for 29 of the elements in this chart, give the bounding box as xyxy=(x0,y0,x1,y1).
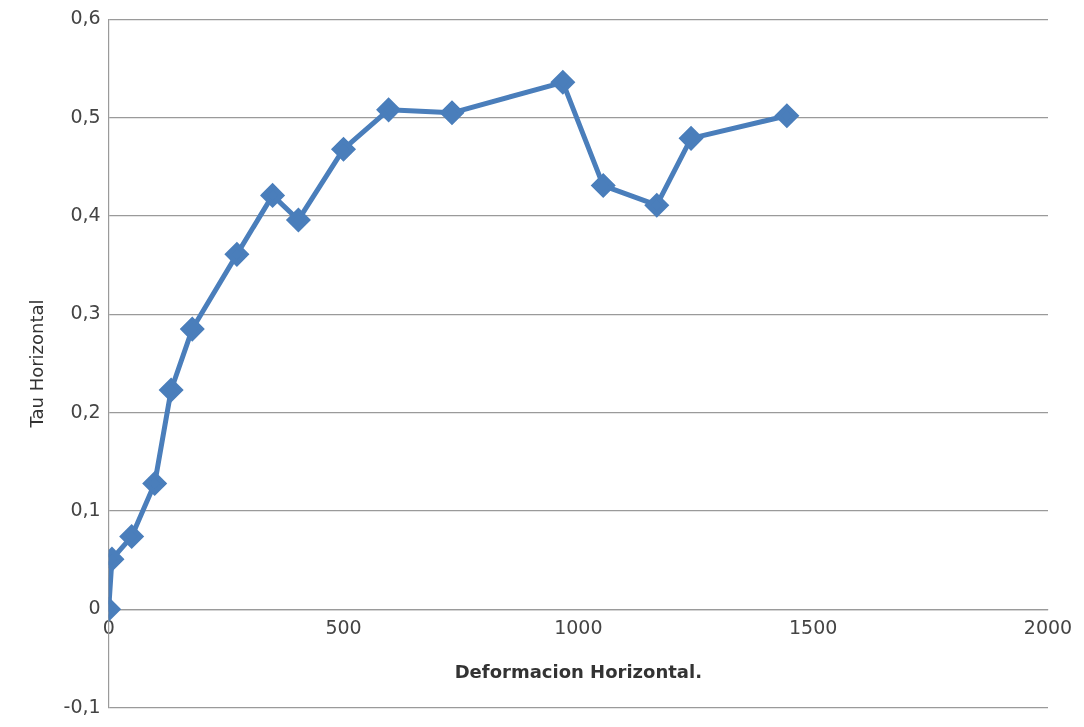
point xyxy=(159,378,183,402)
point xyxy=(120,525,144,549)
point xyxy=(440,101,464,125)
y-tick-label: 0 xyxy=(88,596,101,619)
point xyxy=(261,183,285,207)
y-tick-label: 0,6 xyxy=(70,6,101,29)
y-tick-label: -0,1 xyxy=(63,694,101,717)
x-tick-label: 1500 xyxy=(788,615,838,638)
y-tick-label: 0,3 xyxy=(70,301,101,324)
y-tick-label: 0,5 xyxy=(70,104,101,127)
y-tick-label: 0,2 xyxy=(70,399,101,422)
point xyxy=(377,98,401,122)
point xyxy=(332,137,355,161)
point xyxy=(775,104,799,128)
point xyxy=(286,208,310,232)
point xyxy=(180,317,204,341)
point xyxy=(143,471,167,495)
y-tick-label: 0,4 xyxy=(70,202,101,225)
point xyxy=(645,193,669,217)
x-tick-label: 2000 xyxy=(1023,615,1073,638)
x-tick-label: 500 xyxy=(325,615,362,638)
point xyxy=(225,242,249,266)
y-tick-label: 0,1 xyxy=(70,497,101,520)
point xyxy=(551,70,575,94)
point xyxy=(679,126,703,150)
x-axis-title: Deformacion Horizontal. xyxy=(454,660,702,682)
y-axis-title: Tau Horizontal xyxy=(26,299,48,429)
x-tick-label: 1000 xyxy=(554,615,603,638)
point xyxy=(591,174,615,198)
